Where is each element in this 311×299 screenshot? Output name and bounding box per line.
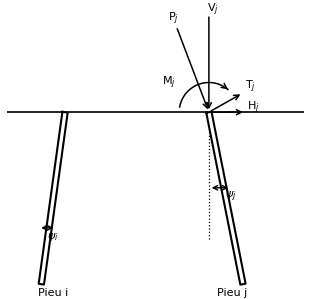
- Polygon shape: [206, 112, 246, 285]
- Text: M$_j$: M$_j$: [162, 74, 176, 91]
- Text: V$_j$: V$_j$: [207, 2, 219, 18]
- Text: $\psi_j$: $\psi_j$: [225, 190, 237, 204]
- Text: Pieu i: Pieu i: [38, 288, 68, 298]
- Text: P$_j$: P$_j$: [168, 10, 179, 27]
- Text: H$_j$: H$_j$: [247, 100, 260, 116]
- Text: $\psi_i$: $\psi_i$: [48, 231, 59, 243]
- Text: Pieu j: Pieu j: [217, 288, 248, 298]
- Text: T$_j$: T$_j$: [245, 79, 256, 95]
- Polygon shape: [39, 112, 68, 285]
